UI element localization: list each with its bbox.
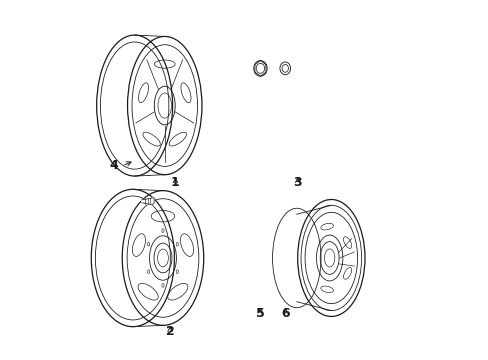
Text: 5: 5	[256, 307, 264, 320]
Text: 2: 2	[165, 325, 174, 338]
Text: 4: 4	[110, 159, 119, 172]
Polygon shape	[142, 198, 154, 205]
Text: 3: 3	[293, 176, 302, 189]
Text: 6: 6	[281, 307, 289, 320]
Text: 1: 1	[171, 176, 180, 189]
